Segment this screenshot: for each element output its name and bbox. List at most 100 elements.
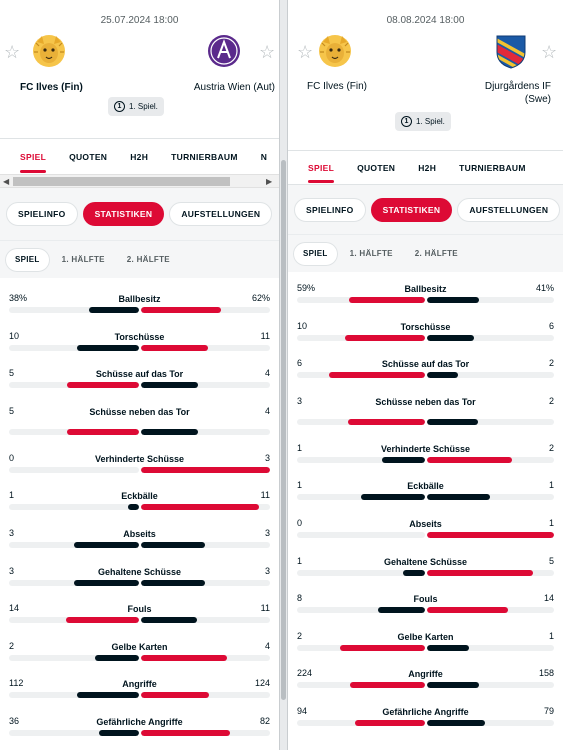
stat-away-value: 2 [548,395,554,406]
home-team-name[interactable]: FC Ilves (Fin) [307,81,367,92]
subtab-spielinfo[interactable]: SPIELINFO [6,202,78,226]
home-bar-track [297,418,425,425]
home-team-name[interactable]: FC Ilves (Fin) [20,82,83,93]
away-team-name[interactable]: Austria Wien (Aut) [193,82,275,93]
home-bar-fill [65,617,139,624]
stat-bars [9,307,270,313]
stat-label: Torschüsse [400,321,451,332]
stat-away-value: 14 [543,593,554,604]
stat-row: 1 Gehaltene Schüsse 5 [288,551,563,589]
away-bar-track [426,418,554,425]
stat-away-value: 3 [264,565,270,576]
home-bar-track [297,531,425,538]
stat-bars [9,654,270,661]
subtab-statistiken[interactable]: STATISTIKEN [82,202,165,226]
away-bar-fill [140,579,206,586]
scrollbar-thumb[interactable] [13,177,230,186]
stat-home-value: 1 [297,442,303,453]
away-bar-track [140,654,270,661]
home-bar-fill [349,297,425,303]
home-bar-track [297,644,425,651]
stat-row: 10 Torschüsse 11 [0,326,279,364]
period-first-half[interactable]: 1. HÄLFTE [349,249,393,258]
home-bar-track [297,607,425,614]
home-bar-track [9,617,139,624]
period-second-half[interactable]: 2. HÄLFTE [126,255,170,264]
tab-spiel[interactable]: SPIEL [308,151,335,185]
stat-label: Angriffe [408,669,443,680]
stat-bars [9,466,270,473]
round-badge: 1 1. Spiel. [395,112,451,131]
stat-home-value: 14 [9,603,20,614]
home-bar-track [9,344,139,351]
subtab-aufstellungen[interactable]: AUFSTELLUNGEN [169,202,273,226]
stat-home-value: 38% [9,293,28,303]
stat-row: 59% Ballbesitz 41% [288,278,563,316]
stat-row: 2 Gelbe Karten 4 [0,636,279,674]
subtab-statistiken[interactable]: STATISTIKEN [370,197,453,222]
stat-row: 224 Angriffe 158 [288,663,563,701]
scroll-left-icon[interactable]: ◀ [3,177,10,186]
ilves-logo-icon[interactable] [317,32,353,70]
tab-quoten[interactable]: QUOTEN [357,162,396,173]
stat-bars [9,541,270,548]
period-second-half[interactable]: 2. HÄLFTE [414,249,458,258]
away-bar-fill [426,334,475,341]
home-bar-fill [348,418,425,425]
stat-away-value: 5 [548,555,554,566]
home-bar-fill [76,344,139,351]
period-spiel[interactable]: SPIEL [5,247,50,272]
subtab-aufstellungen[interactable]: AUFSTELLUNGEN [457,197,561,222]
stat-bars [297,569,554,576]
tab-overflow[interactable]: N [260,151,268,162]
stat-home-value: 10 [9,330,20,341]
ilves-logo-icon[interactable] [31,32,67,70]
stat-home-value: 10 [297,320,308,331]
favorite-star-icon[interactable]: ☆ [541,42,558,62]
away-bar-track [140,382,270,389]
period-first-half[interactable]: 1. HÄLFTE [61,255,105,264]
favorite-star-icon[interactable]: ☆ [297,42,314,62]
stat-away-value: 4 [264,405,270,416]
match-panel-right: 08.08.2024 18:00 ☆ ☆ FC Ilves (Fin) Djur… [288,0,563,750]
austria-wien-logo-icon[interactable] [206,32,242,70]
away-bar-fill [140,466,270,473]
home-bar-track [9,692,139,699]
favorite-star-icon[interactable]: ☆ [4,42,21,62]
away-bar-track [140,617,270,624]
scroll-right-icon[interactable]: ▶ [266,177,273,186]
home-bar-fill [339,644,425,651]
stat-away-value: 1 [548,630,554,641]
away-bar-fill [426,644,469,651]
horizontal-scrollbar[interactable]: ◀ ▶ [0,174,279,188]
tab-h2h[interactable]: H2H [130,151,149,162]
home-bar-fill [344,334,425,341]
tab-spiel[interactable]: SPIEL [20,139,47,175]
away-bar-fill [426,682,480,689]
subtab-spielinfo[interactable]: SPIELINFO [294,197,366,222]
tab-quoten[interactable]: QUOTEN [69,151,108,162]
away-team-name[interactable]: Djurgårdens IF (Swe) [484,81,551,105]
period-spiel[interactable]: SPIEL [293,241,338,266]
stat-away-value: 6 [548,320,554,331]
tab-turnierbaum[interactable]: TURNIERBAUM [171,151,238,162]
stat-bars [297,719,554,726]
djurgardens-logo-icon[interactable] [493,32,529,70]
away-bar-track [426,719,554,726]
stat-row: 8 Fouls 14 [288,588,563,626]
stat-home-value: 36 [9,715,20,726]
vertical-scrollbar-thumb[interactable] [281,160,286,700]
favorite-star-icon[interactable]: ☆ [259,42,276,62]
away-bar-track [426,569,554,576]
tab-turnierbaum[interactable]: TURNIERBAUM [459,162,526,173]
tab-h2h[interactable]: H2H [418,162,437,173]
stat-label: Schüsse neben das Tor [89,406,190,417]
away-bar-fill [426,719,485,726]
away-bar-fill [426,494,491,501]
stat-away-value: 4 [264,640,270,651]
stat-label: Angriffe [122,679,157,690]
stat-home-value: 0 [9,452,15,463]
stat-bars [9,579,270,586]
away-bar-fill [140,654,227,661]
stat-label: Gehaltene Schüsse [383,556,468,567]
